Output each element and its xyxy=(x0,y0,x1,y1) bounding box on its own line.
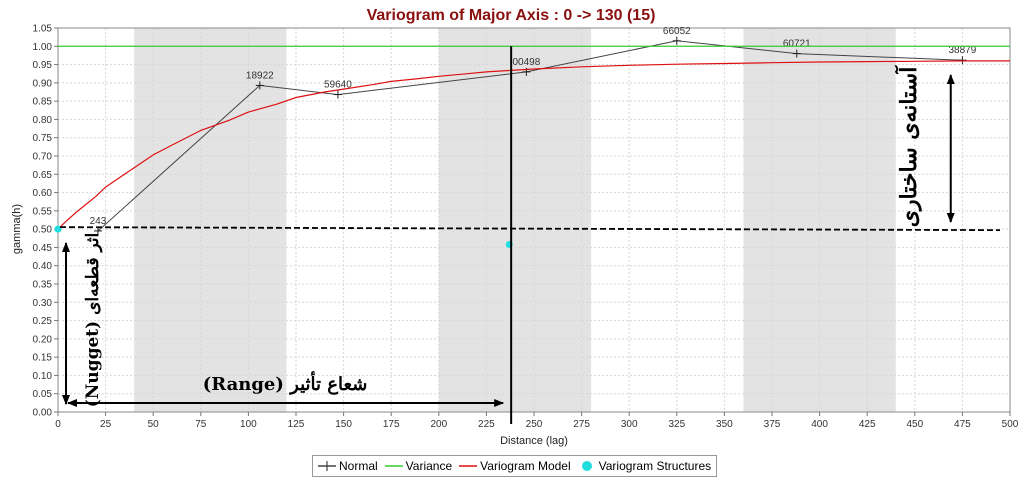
x-tick-label: 75 xyxy=(195,419,207,430)
point-data-label: 00498 xyxy=(512,57,540,68)
y-tick-label: 0.40 xyxy=(33,261,53,272)
x-tick-label: 225 xyxy=(478,419,495,430)
x-tick-label: 0 xyxy=(55,419,61,430)
normal-point xyxy=(93,226,102,235)
point-data-label: 243 xyxy=(90,216,107,227)
y-tick-label: 0.30 xyxy=(33,298,53,309)
variogram-structure-point xyxy=(54,225,62,233)
lag-band-0 xyxy=(134,28,287,412)
x-tick-label: 25 xyxy=(100,419,112,430)
x-tick-label: 475 xyxy=(954,419,971,430)
x-tick-label: 50 xyxy=(148,419,160,430)
legend-swatch xyxy=(384,465,403,467)
y-tick-label: 0.05 xyxy=(33,389,53,400)
normal-point xyxy=(255,81,264,90)
normal-point xyxy=(958,56,967,65)
y-axis-label: gamma(h) xyxy=(11,204,23,254)
chart-legend: Normal Variance Variogram Model Variogram S… xyxy=(312,455,718,477)
nugget-annotation: اثر قطعه‌ای (Nugget) xyxy=(83,233,103,408)
y-tick-label: 0.00 xyxy=(33,408,53,419)
nugget-dashed-line xyxy=(59,226,1001,232)
x-axis-label: Distance (lag) xyxy=(500,435,568,447)
x-tick-label: 450 xyxy=(906,419,923,430)
x-tick-label: 250 xyxy=(526,419,543,430)
normal-point xyxy=(792,49,801,58)
normal-point xyxy=(333,90,342,99)
chart-title: Variogram of Major Axis : 0 -> 130 (15) xyxy=(367,7,656,24)
legend-item: Variogram Structures xyxy=(578,459,711,473)
point-data-label: 18922 xyxy=(246,70,274,81)
x-tick-label: 175 xyxy=(383,419,400,430)
y-tick-label: 1.00 xyxy=(33,42,53,53)
y-tick-label: 0.10 xyxy=(33,371,53,382)
sill-annotation: آستانه‌ی ساختاری xyxy=(894,65,922,227)
x-tick-label: 150 xyxy=(335,419,352,430)
legend-item: Normal xyxy=(318,459,378,473)
point-data-label: 59640 xyxy=(324,80,352,91)
variogram-model-line xyxy=(57,60,1010,230)
legend-swatch xyxy=(581,461,592,471)
lag-band-1 xyxy=(438,28,592,412)
x-tick-label: 375 xyxy=(764,419,781,430)
variogram-chart: Variogram of Major Axis : 0 -> 130 (15) … xyxy=(11,7,1019,447)
point-data-label: 60721 xyxy=(783,39,811,50)
y-tick-label: 0.60 xyxy=(33,188,53,199)
y-tick-label: 0.50 xyxy=(33,225,53,236)
normal-point xyxy=(672,36,681,45)
legend-label: Variogram Model xyxy=(480,459,571,473)
y-tick-label: 0.80 xyxy=(33,115,53,126)
x-tick-label: 125 xyxy=(288,419,305,430)
legend-swatch xyxy=(318,461,336,471)
x-tick-label: 350 xyxy=(716,419,733,430)
legend-item: Variogram Model xyxy=(459,459,571,473)
legend-swatch xyxy=(459,465,478,467)
y-tick-label: 1.05 xyxy=(33,24,53,35)
y-tick-label: 0.45 xyxy=(33,243,53,254)
y-tick-label: 0.25 xyxy=(33,316,53,327)
x-tick-label: 200 xyxy=(430,419,447,430)
range-annotation: شعاع تأثیر (Range) xyxy=(203,371,368,395)
x-tick-label: 100 xyxy=(240,419,257,430)
y-tick-label: 0.75 xyxy=(33,133,53,144)
y-tick-label: 0.95 xyxy=(33,60,53,71)
x-tick-label: 325 xyxy=(668,419,685,430)
legend-item: Variance xyxy=(384,459,453,473)
y-tick-label: 0.65 xyxy=(33,170,53,181)
legend-label: Variance xyxy=(405,459,453,473)
y-tick-label: 0.20 xyxy=(33,334,53,345)
y-tick-label: 0.70 xyxy=(33,152,53,163)
x-tick-label: 300 xyxy=(621,419,638,430)
legend-label: Normal xyxy=(339,459,378,473)
x-tick-label: 500 xyxy=(1002,419,1019,430)
legend-label: Variogram Structures xyxy=(598,459,712,473)
y-tick-label: 0.90 xyxy=(33,78,53,89)
x-tick-label: 425 xyxy=(859,419,876,430)
point-data-label: 66052 xyxy=(663,26,691,37)
y-tick-label: 0.85 xyxy=(33,97,53,108)
legend-swatch-dot xyxy=(581,461,592,471)
point-data-label: 38879 xyxy=(948,45,976,56)
x-tick-label: 275 xyxy=(573,419,590,430)
y-tick-label: 0.15 xyxy=(33,353,53,364)
y-tick-label: 0.35 xyxy=(33,280,53,291)
x-tick-label: 400 xyxy=(811,419,828,430)
y-tick-label: 0.55 xyxy=(33,206,53,217)
